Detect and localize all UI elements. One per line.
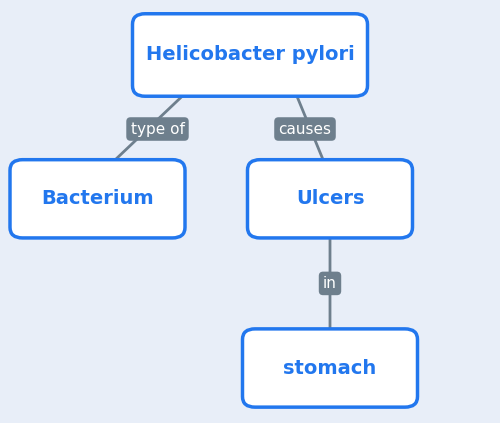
Text: stomach: stomach	[284, 359, 376, 377]
Text: causes: causes	[278, 121, 332, 137]
Text: Ulcers: Ulcers	[296, 190, 364, 208]
FancyBboxPatch shape	[10, 160, 185, 238]
FancyBboxPatch shape	[132, 14, 368, 96]
Text: type of: type of	[130, 121, 184, 137]
FancyBboxPatch shape	[248, 160, 412, 238]
Text: in: in	[323, 276, 337, 291]
FancyBboxPatch shape	[242, 329, 418, 407]
Text: Helicobacter pylori: Helicobacter pylori	[146, 46, 354, 64]
Text: Bacterium: Bacterium	[41, 190, 154, 208]
